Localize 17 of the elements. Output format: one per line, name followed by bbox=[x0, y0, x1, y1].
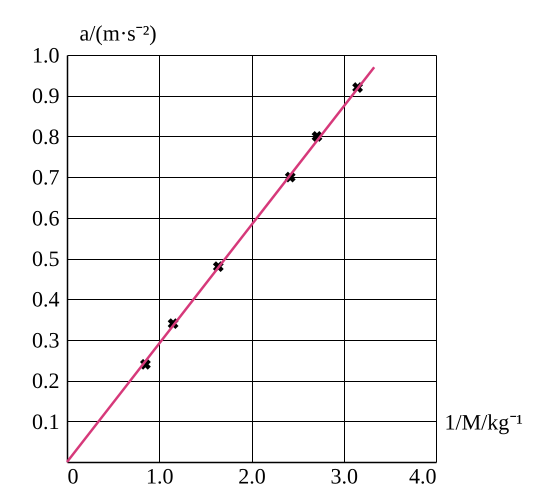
y-tick-label: 0.1 bbox=[32, 408, 60, 434]
x-tick-label: 3.0 bbox=[330, 464, 358, 488]
y-tick-label: 0.2 bbox=[32, 368, 60, 394]
x-tick-label: 0 bbox=[68, 464, 78, 488]
y-tick-label: 0.5 bbox=[32, 246, 60, 271]
y-axis-title: a/(m·s⁻²) bbox=[80, 20, 157, 46]
x-axis-title: 1/M/kg⁻¹ bbox=[444, 410, 523, 434]
y-tick-label: 0.8 bbox=[32, 124, 60, 149]
y-tick-label: 0.3 bbox=[32, 327, 60, 352]
x-tick-label: 1.0 bbox=[146, 464, 174, 488]
y-tick-label: 0.4 bbox=[32, 286, 60, 312]
y-tick-label: 0.9 bbox=[32, 83, 60, 108]
y-tick-label: 0.7 bbox=[32, 164, 60, 190]
x-tick-label: 2.0 bbox=[238, 464, 266, 488]
y-tick-label: 0.6 bbox=[32, 205, 60, 230]
x-tick-label: 4.0 bbox=[409, 464, 436, 488]
y-tick-label: 1.0 bbox=[32, 42, 60, 68]
